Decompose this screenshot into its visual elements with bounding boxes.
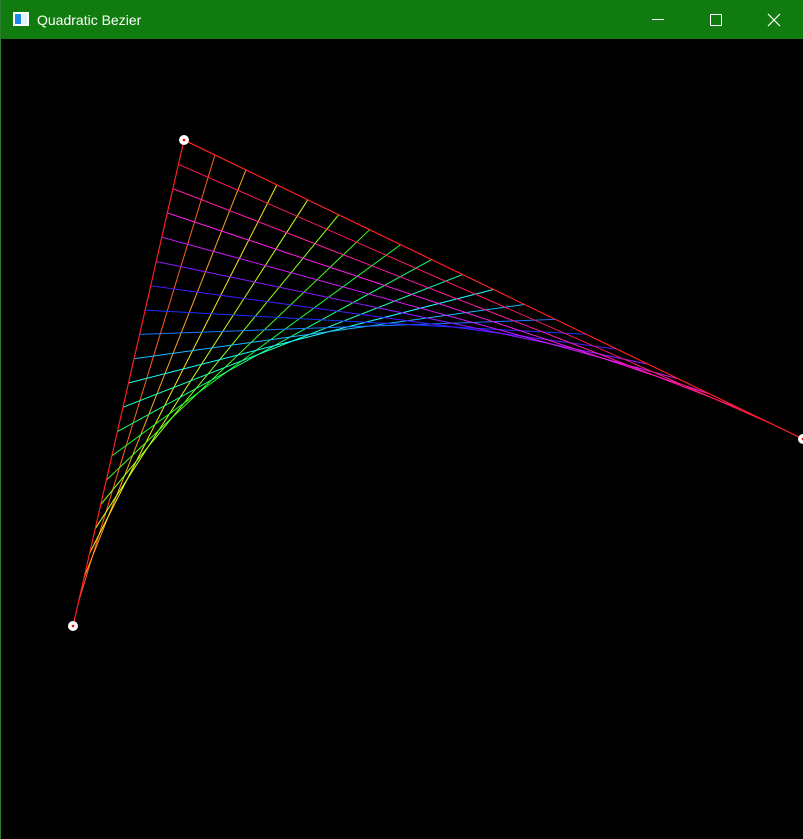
app-window-icon	[13, 12, 29, 26]
drawing-canvas[interactable]	[1, 39, 803, 839]
window-title: Quadratic Bezier	[37, 12, 142, 28]
control-point-p1[interactable]	[179, 135, 189, 145]
construction-line	[172, 188, 742, 410]
minimize-icon	[652, 19, 664, 20]
maximize-button[interactable]	[687, 0, 745, 39]
construction-line	[139, 318, 556, 335]
control-point-center	[182, 138, 186, 142]
construction-line	[156, 261, 649, 365]
control-edge-p1-p2	[183, 139, 803, 440]
construction-line	[133, 303, 525, 360]
minimize-button[interactable]	[629, 0, 687, 39]
close-icon	[767, 13, 781, 27]
construction-line	[128, 289, 494, 384]
bezier-drawing[interactable]	[1, 39, 803, 839]
control-edge-p0-p1	[72, 139, 185, 627]
close-button[interactable]	[745, 0, 803, 39]
construction-line	[150, 285, 618, 350]
control-point-center	[71, 624, 75, 628]
construction-line	[178, 163, 773, 425]
control-point-p2[interactable]	[798, 434, 803, 444]
maximize-icon	[710, 14, 722, 26]
construction-line	[145, 309, 587, 335]
construction-line	[167, 212, 711, 395]
control-point-p0[interactable]	[68, 621, 78, 631]
title-bar[interactable]: Quadratic Bezier	[1, 0, 803, 39]
control-point-handle[interactable]	[798, 434, 803, 444]
